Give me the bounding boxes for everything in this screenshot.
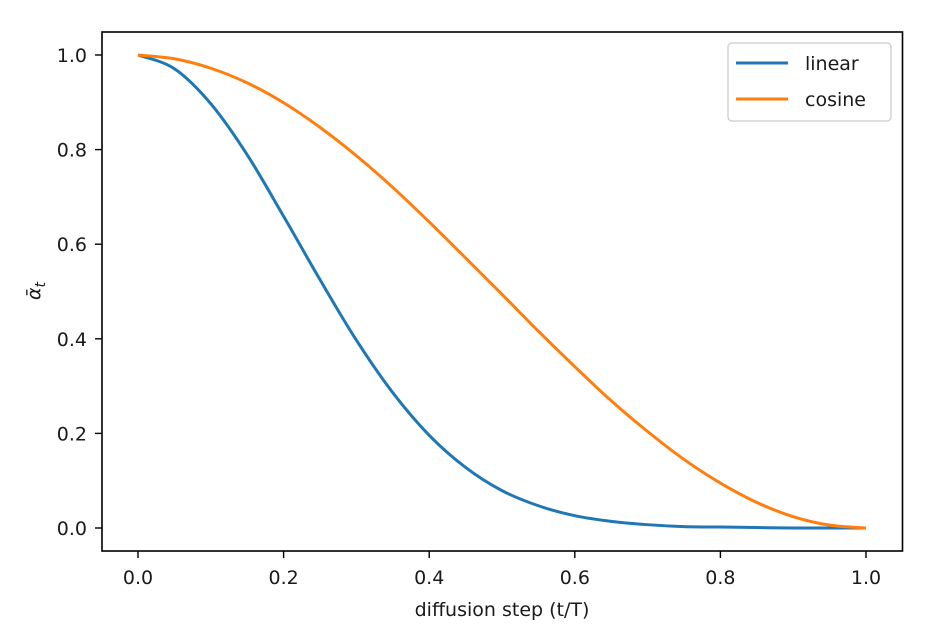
y-tick-label: 0.6 [57,234,87,256]
legend: linear cosine [727,42,892,122]
x-axis: 0.0 0.2 0.4 0.6 0.8 1.0 [123,551,881,589]
y-axis-label-subscript: t [33,281,49,287]
x-tick-label: 1.0 [851,567,881,589]
y-axis-label: ᾱt [23,281,49,300]
y-axis-label-symbol: ᾱ [23,287,45,300]
y-tick-label: 1.0 [57,45,87,67]
legend-label-cosine: cosine [805,89,866,111]
legend-label-linear: linear [805,53,859,75]
x-axis-label: diffusion step (t/T) [415,599,590,621]
plot-area [137,53,867,530]
x-tick-label: 0.8 [705,567,735,589]
y-axis: 0.0 0.2 0.4 0.6 0.8 1.0 [57,45,102,540]
svg-text:ᾱt: ᾱt [23,281,49,300]
y-tick-label: 0.2 [57,423,87,445]
x-tick-label: 0.0 [123,567,153,589]
y-tick-label: 0.0 [57,518,87,540]
x-tick-label: 0.4 [414,567,444,589]
x-tick-label: 0.2 [268,567,298,589]
series-line-linear [137,53,866,530]
x-tick-label: 0.6 [560,567,590,589]
series-line-cosine [137,53,867,530]
y-tick-label: 0.8 [57,140,87,162]
axes-frame [101,31,904,552]
y-tick-label: 0.4 [57,329,87,351]
